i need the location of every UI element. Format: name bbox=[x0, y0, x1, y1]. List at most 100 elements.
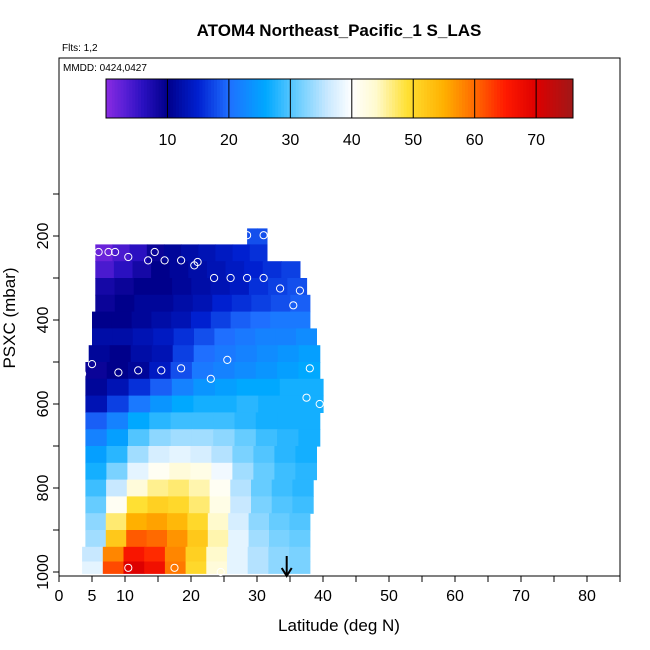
heatmap-cell bbox=[269, 513, 290, 531]
colorbar-segment bbox=[552, 79, 556, 118]
data-point bbox=[78, 369, 87, 378]
colorbar-segment bbox=[321, 79, 326, 118]
heatmap-cell bbox=[255, 429, 278, 447]
colorbar-segment bbox=[479, 79, 484, 118]
heatmap-cell bbox=[296, 328, 317, 346]
colorbar-segment bbox=[143, 79, 148, 118]
heatmap-cell bbox=[279, 378, 302, 397]
heatmap-cell bbox=[128, 412, 150, 430]
colorbar-segment bbox=[313, 79, 317, 118]
x-axis-label: Latitude (deg N) bbox=[278, 616, 400, 635]
heatmap-cell bbox=[232, 244, 251, 262]
data-point bbox=[259, 273, 268, 283]
heatmap-cell bbox=[111, 311, 133, 329]
heatmap-cell bbox=[247, 546, 269, 563]
colorbar-segment bbox=[450, 79, 454, 118]
colorbar-segment bbox=[412, 79, 416, 118]
heatmap-cell bbox=[181, 244, 199, 262]
data-point bbox=[170, 563, 179, 572]
heatmap-cell bbox=[92, 311, 113, 329]
heatmap-cell bbox=[248, 530, 270, 548]
heatmap-cell bbox=[151, 311, 172, 329]
colorbar-segment bbox=[266, 79, 270, 118]
colorbar-segment bbox=[488, 79, 492, 118]
heatmap-cell bbox=[193, 378, 216, 397]
heatmap-cell bbox=[190, 462, 212, 481]
heatmap-cell bbox=[269, 530, 290, 548]
colorbar-segment bbox=[330, 79, 335, 118]
heatmap-cell bbox=[289, 513, 311, 531]
heatmap-cell bbox=[172, 345, 195, 363]
heatmap-cell bbox=[215, 378, 238, 397]
heatmap-cell bbox=[85, 496, 107, 514]
heatmap-cell bbox=[191, 311, 212, 329]
data-point bbox=[124, 563, 133, 572]
colorbar-segment bbox=[108, 79, 113, 118]
colorbar-segment bbox=[555, 79, 559, 118]
heatmap-cell bbox=[210, 311, 232, 329]
heatmap-cell bbox=[281, 261, 301, 279]
colorbar-segment bbox=[170, 79, 174, 118]
heatmap-cell bbox=[126, 513, 148, 531]
colorbar-segment bbox=[459, 79, 463, 118]
heatmap-cell bbox=[187, 530, 209, 548]
colorbar-segment bbox=[558, 79, 562, 118]
heatmap-cell bbox=[268, 546, 290, 563]
x-tick-label: 10 bbox=[116, 588, 134, 605]
colorbar-tick-label: 30 bbox=[281, 132, 299, 149]
data-point bbox=[295, 286, 304, 295]
colorbar-segment bbox=[257, 79, 262, 118]
heatmap-cell bbox=[128, 429, 150, 447]
colorbar-segment bbox=[249, 79, 253, 118]
heatmap-cell bbox=[164, 561, 187, 574]
heatmap-cell bbox=[148, 446, 170, 464]
heatmap-cell bbox=[213, 429, 236, 447]
colorbar-segment bbox=[491, 79, 495, 118]
heatmap-cell bbox=[188, 496, 211, 514]
data-point bbox=[259, 231, 268, 240]
heatmap-cell bbox=[85, 412, 108, 430]
heatmap-cell bbox=[209, 496, 231, 514]
heatmap-cell bbox=[215, 244, 234, 262]
data-point bbox=[210, 273, 219, 283]
heatmap-cell bbox=[207, 530, 229, 548]
colorbar-segment bbox=[246, 79, 250, 118]
colorbar-segment bbox=[447, 79, 451, 118]
heatmap-cell bbox=[130, 345, 153, 363]
colorbar-tick-label: 50 bbox=[404, 132, 422, 149]
heatmap-cell bbox=[298, 429, 321, 447]
colorbar-segment bbox=[307, 79, 311, 118]
colorbar-frame bbox=[105, 78, 574, 119]
heatmap-cell bbox=[289, 561, 311, 574]
colorbar-segment bbox=[284, 79, 288, 118]
heatmap-cell bbox=[248, 278, 269, 296]
colorbar-segment bbox=[348, 79, 352, 118]
heatmap-cell bbox=[169, 462, 191, 481]
data-point bbox=[309, 286, 318, 295]
heatmap-cell bbox=[274, 446, 296, 464]
heatmap-cell bbox=[106, 412, 129, 430]
x-tick-label: 40 bbox=[314, 588, 332, 605]
colorbar-segment bbox=[570, 79, 574, 118]
colorbar-segment bbox=[234, 79, 238, 118]
observation-points bbox=[78, 231, 324, 577]
colorbar-segment bbox=[549, 79, 554, 118]
colorbar-segment bbox=[301, 79, 305, 118]
colorbar-segment bbox=[190, 79, 195, 118]
heatmap bbox=[82, 228, 324, 574]
heatmap-cell bbox=[85, 462, 107, 481]
heatmap-cell bbox=[151, 345, 174, 363]
colorbar-segment bbox=[164, 79, 168, 118]
heatmap-cell bbox=[169, 446, 191, 464]
colorbar-segment bbox=[564, 79, 568, 118]
heatmap-cell bbox=[167, 530, 188, 548]
heatmap-cell bbox=[229, 278, 250, 296]
heatmap-cell bbox=[194, 328, 215, 346]
heatmap-cell bbox=[102, 546, 125, 563]
heatmap-cell bbox=[211, 446, 233, 464]
x-tick-label: 80 bbox=[578, 588, 596, 605]
heatmap-cell bbox=[271, 496, 293, 514]
heatmap-cell bbox=[95, 278, 116, 296]
heatmap-cell bbox=[198, 244, 217, 262]
